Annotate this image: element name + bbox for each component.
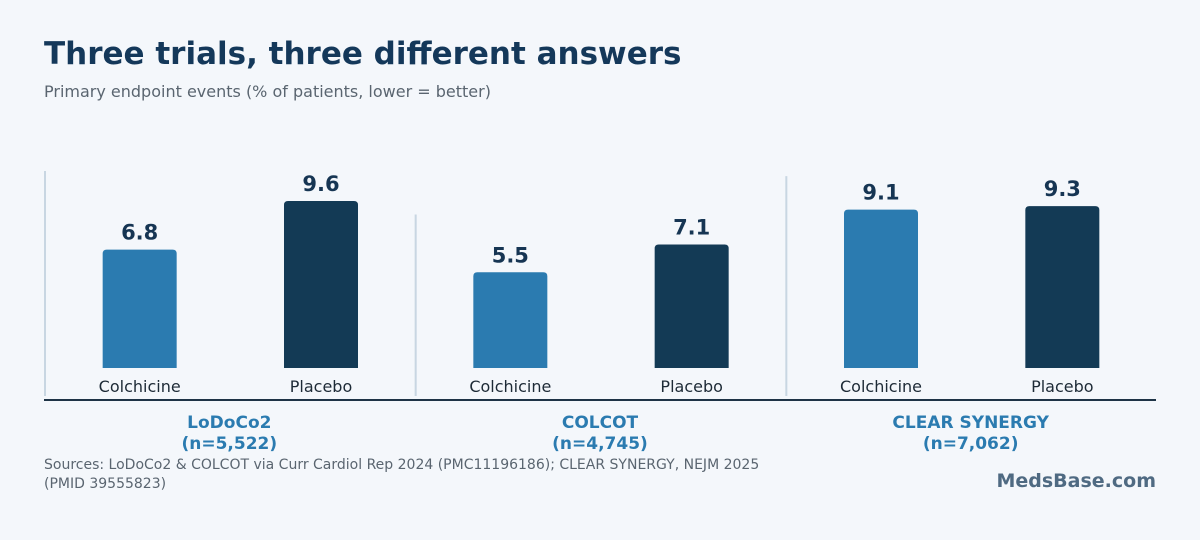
brand-logo: MedsBase.com [996, 470, 1156, 492]
bar-value-label: 7.1 [673, 215, 710, 239]
bar-value-label: 9.3 [1044, 177, 1081, 201]
trial-n-label: (n=4,745) [552, 434, 648, 454]
bar-category-label: Placebo [660, 377, 722, 396]
bar-colchicine [102, 249, 177, 368]
bar-colchicine [844, 209, 918, 368]
trial-name-label: LoDoCo2 [187, 413, 271, 433]
chart-title: Three trials, three different answers [44, 36, 682, 72]
sources-note: Sources: LoDoCo2 & COLCOT via Curr Cardi… [44, 457, 760, 492]
trial-name-label: CLEAR SYNERGY [892, 413, 1049, 433]
bar-category-label: Colchicine [469, 377, 551, 396]
bar-colchicine [473, 272, 548, 368]
bar-value-label: 6.8 [121, 221, 158, 245]
bar-category-label: Colchicine [99, 377, 181, 396]
bar-category-label: Colchicine [840, 377, 922, 396]
trial-n-label: (n=5,522) [181, 434, 277, 454]
bar-placebo [654, 244, 729, 368]
bar-category-label: Placebo [1031, 377, 1093, 396]
bar-value-label: 9.1 [862, 181, 899, 205]
bar-value-label: 9.6 [302, 172, 339, 196]
trial-name-label: COLCOT [562, 413, 639, 433]
bar-placebo [1025, 206, 1100, 368]
bar-category-label: Placebo [290, 377, 352, 396]
bar-placebo [284, 200, 358, 368]
trial-n-label: (n=7,062) [923, 434, 1019, 454]
chart-subtitle: Primary endpoint events (% of patients, … [44, 82, 491, 101]
bar-value-label: 5.5 [492, 243, 529, 267]
